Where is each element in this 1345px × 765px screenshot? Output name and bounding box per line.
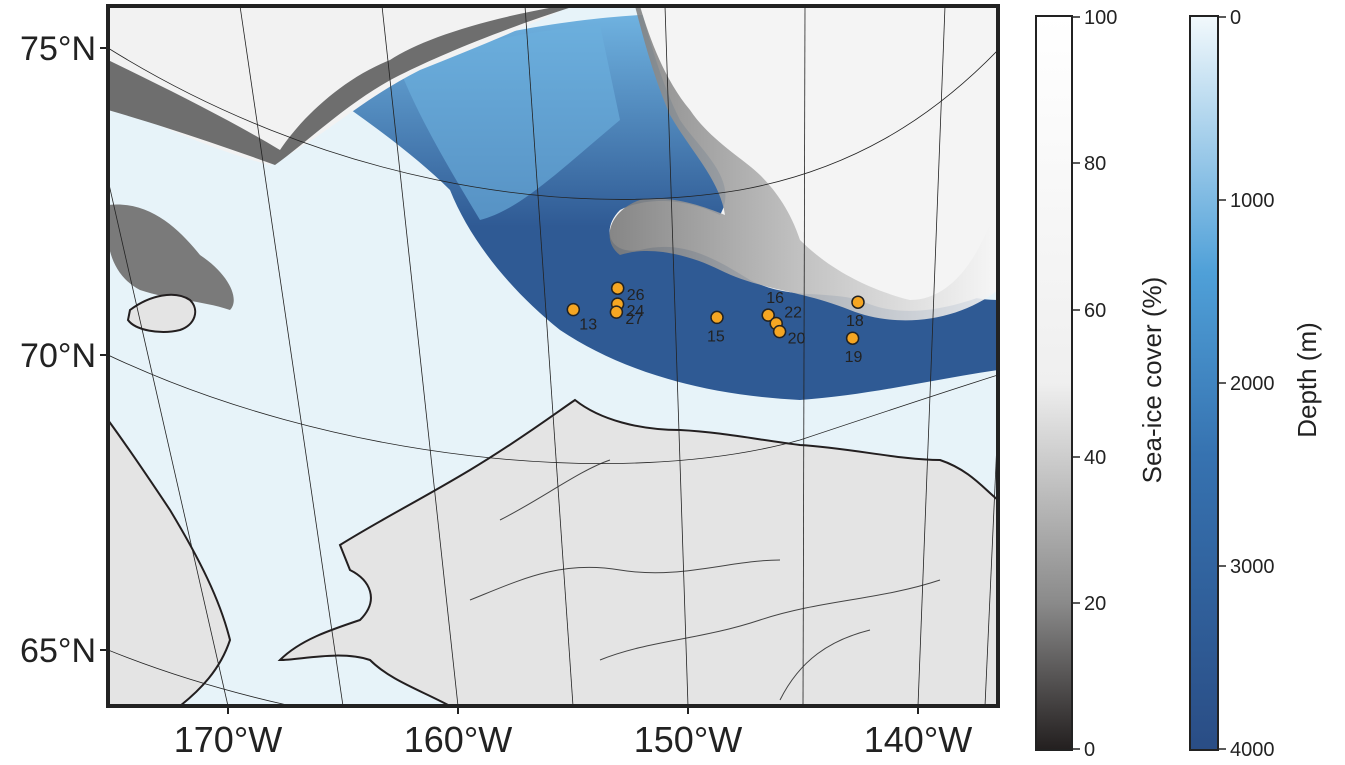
seaice-colorbar-gradient xyxy=(1035,15,1073,751)
seaice-colorbar-ticks xyxy=(1072,16,1080,750)
seaice-tick-0: 0 xyxy=(1084,739,1095,761)
site-marker-13 xyxy=(566,302,581,317)
depth-tick-4000: 4000 xyxy=(1230,739,1275,761)
site-label-27: 27 xyxy=(625,311,643,328)
alaska-land xyxy=(277,398,998,706)
site-label-22: 22 xyxy=(784,304,802,321)
site-marker-27 xyxy=(609,305,624,319)
depth-tick-3000: 3000 xyxy=(1230,556,1275,578)
depth-tick-0: 0 xyxy=(1230,7,1241,29)
lon-label-140w: 140°W xyxy=(864,719,972,760)
site-marker-16 xyxy=(761,308,775,322)
sea-ice-edge xyxy=(108,6,575,165)
shelf-slope xyxy=(400,25,620,220)
seaice-tick-60: 60 xyxy=(1084,300,1106,322)
site-label-20: 20 xyxy=(788,331,806,348)
wrangel-island xyxy=(126,293,197,333)
lat-label-70: 70°N xyxy=(20,337,96,375)
site-marker-18 xyxy=(851,295,865,309)
site-marker-19 xyxy=(845,331,860,345)
seaice-tick-20: 20 xyxy=(1084,593,1106,615)
seaice-colorbar-title: Sea-ice cover (%) xyxy=(1137,277,1167,484)
depth-colorbar-title: Depth (m) xyxy=(1292,322,1322,438)
lon-label-170w: 170°W xyxy=(174,719,282,760)
site-label-24: 24 xyxy=(627,303,645,320)
sea-ice-east-edge xyxy=(609,6,998,321)
site-label-19: 19 xyxy=(845,349,863,366)
site-label-18: 18 xyxy=(846,313,864,330)
sea-ice-west-tongue xyxy=(108,204,234,310)
lat-label-75: 75°N xyxy=(20,30,96,68)
site-marker-20 xyxy=(772,324,787,339)
site-marker-15 xyxy=(710,310,724,325)
seaice-tick-80: 80 xyxy=(1084,153,1106,175)
seaice-colorbar: 100 80 60 40 20 0 Sea-ice cover (%) xyxy=(1035,7,1167,761)
axis-ticks xyxy=(100,47,919,714)
depth-colorbar-ticks xyxy=(1218,16,1226,750)
graticule xyxy=(108,6,998,706)
lon-label-160w: 160°W xyxy=(404,719,512,760)
depth-tick-1000: 1000 xyxy=(1230,190,1275,212)
site-label-13: 13 xyxy=(579,317,597,334)
depth-tick-2000: 2000 xyxy=(1230,373,1275,395)
rivers xyxy=(469,459,941,701)
depth-colorbar-gradient xyxy=(1189,15,1219,751)
site-marker-26 xyxy=(610,281,625,295)
site-label-15: 15 xyxy=(707,328,725,345)
lat-label-65: 65°N xyxy=(20,632,96,670)
depth-colorbar: 0 1000 2000 3000 4000 Depth (m) xyxy=(1189,7,1322,761)
seaice-tick-100: 100 xyxy=(1084,7,1117,29)
lon-label-150w: 150°W xyxy=(634,719,742,760)
chukotka-land xyxy=(108,418,232,706)
site-label-26: 26 xyxy=(627,287,645,304)
site-label-16: 16 xyxy=(766,290,784,307)
seaice-tick-40: 40 xyxy=(1084,447,1106,469)
